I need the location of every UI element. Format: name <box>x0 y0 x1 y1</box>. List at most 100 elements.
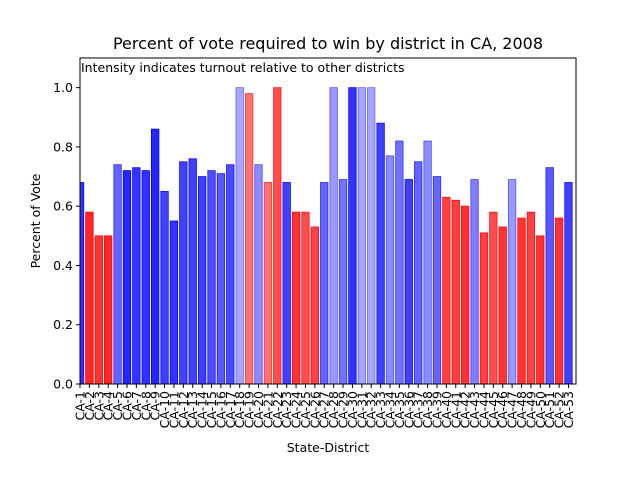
chart-title: Percent of vote required to win by distr… <box>113 34 543 53</box>
bar-ca-43 <box>470 179 479 385</box>
x-tick-label: CA-47 <box>505 391 520 428</box>
bar-ca-51 <box>545 167 554 385</box>
x-tick-label: CA-42 <box>458 391 473 428</box>
x-tick-label: CA-6 <box>119 391 134 421</box>
x-axis-label: State-District <box>287 440 370 455</box>
bar-ca-44 <box>479 232 489 385</box>
bar-ca-19 <box>244 93 254 385</box>
x-tick-label: CA-32 <box>364 391 379 428</box>
bar-ca-27 <box>320 182 329 385</box>
bar-ca-28 <box>329 87 338 385</box>
x-tick-label: CA-27 <box>317 391 332 428</box>
bar-ca-10 <box>160 190 169 385</box>
bar-ca-40 <box>442 196 451 385</box>
x-axis: CA-1CA-2CA-3CA-4CA-5CA-6CA-7CA-8CA-9CA-1… <box>73 384 576 428</box>
bar-ca-38 <box>423 140 432 385</box>
x-tick-label: CA-51 <box>542 391 557 428</box>
y-axis: 0.0 0.2 0.4 0.6 0.8 1.0 <box>53 80 80 392</box>
x-tick-label: CA-1 <box>73 391 88 420</box>
bar-ca-5 <box>113 164 122 385</box>
x-tick-label: CA-16 <box>213 391 228 428</box>
bar-ca-1 <box>79 182 85 385</box>
x-tick-label: CA-18 <box>232 391 247 428</box>
bar-ca-20 <box>254 164 263 385</box>
x-tick-label: CA-33 <box>373 391 388 428</box>
bar-ca-21 <box>263 182 273 385</box>
x-tick-label: CA-29 <box>336 391 351 428</box>
bar-ca-12 <box>179 161 188 385</box>
bar-ca-22 <box>273 87 282 385</box>
bar-ca-49 <box>526 211 536 385</box>
bar-ca-17 <box>226 164 235 385</box>
x-tick-label: CA-23 <box>279 391 294 428</box>
x-tick-label: CA-17 <box>223 391 238 428</box>
bar-ca-18 <box>235 87 244 385</box>
y-tick-label: 1.0 <box>53 80 73 95</box>
y-tick-label: 0.2 <box>53 317 73 332</box>
x-tick-label: CA-38 <box>420 391 435 428</box>
bar-ca-37 <box>414 161 423 385</box>
x-tick-label: CA-48 <box>514 391 529 428</box>
bar-ca-14 <box>197 176 207 385</box>
bar-ca-53 <box>564 182 573 385</box>
bar-ca-36 <box>404 179 413 385</box>
bar-ca-48 <box>517 217 526 385</box>
x-tick-label: CA-40 <box>439 391 454 428</box>
bar-ca-15 <box>207 170 216 385</box>
bar-ca-35 <box>395 140 404 385</box>
bar-ca-24 <box>291 211 301 385</box>
bar-ca-25 <box>301 211 310 385</box>
bar-ca-50 <box>536 235 545 385</box>
x-tick-label: CA-13 <box>185 391 200 428</box>
x-tick-label: CA-31 <box>354 391 369 428</box>
bar-ca-33 <box>376 122 385 385</box>
y-tick-label: 0.0 <box>53 377 73 392</box>
x-tick-label: CA-36 <box>401 391 416 428</box>
x-tick-label: CA-26 <box>307 391 322 428</box>
x-tick-label: CA-2 <box>82 391 97 420</box>
x-tick-label: CA-39 <box>429 391 444 428</box>
x-tick-label: CA-44 <box>476 391 491 428</box>
x-tick-label: CA-15 <box>204 391 219 428</box>
bar-ca-52 <box>554 217 564 385</box>
x-tick-label: CA-8 <box>138 391 153 421</box>
x-tick-label: CA-3 <box>91 391 106 420</box>
x-tick-label: CA-22 <box>270 391 285 428</box>
bar-ca-30 <box>348 87 357 385</box>
y-axis-label: Percent of Vote <box>28 173 43 268</box>
x-tick-label: CA-12 <box>176 391 191 428</box>
bar-ca-13 <box>188 158 197 385</box>
bar-ca-7 <box>132 167 141 385</box>
bar-ca-47 <box>507 179 517 385</box>
x-tick-label: CA-37 <box>411 391 426 428</box>
bar-ca-26 <box>310 226 320 385</box>
x-tick-label: CA-35 <box>392 391 407 428</box>
x-tick-label: CA-24 <box>289 391 304 428</box>
bar-ca-39 <box>432 176 442 385</box>
x-tick-label: CA-43 <box>467 391 482 428</box>
x-tick-label: CA-25 <box>298 391 313 428</box>
x-tick-label: CA-21 <box>260 391 275 428</box>
x-tick-label: CA-11 <box>166 391 181 428</box>
x-tick-label: CA-34 <box>383 391 398 428</box>
bar-ca-16 <box>216 173 226 385</box>
bar-ca-11 <box>169 220 179 385</box>
bar-ca-8 <box>141 170 150 385</box>
bar-ca-34 <box>385 155 395 385</box>
y-tick-label: 0.4 <box>53 258 73 273</box>
bar-ca-45 <box>489 211 498 385</box>
bar-ca-32 <box>367 87 376 385</box>
x-tick-label: CA-5 <box>110 391 125 420</box>
bar-ca-23 <box>282 182 291 385</box>
bar-ca-2 <box>85 211 94 385</box>
bar-ca-4 <box>104 235 113 385</box>
x-tick-label: CA-45 <box>486 391 501 428</box>
bar-ca-9 <box>150 128 160 385</box>
x-tick-label: CA-7 <box>129 391 144 420</box>
x-tick-label: CA-49 <box>523 391 538 428</box>
x-tick-label: CA-30 <box>345 391 360 428</box>
x-tick-label: CA-14 <box>195 391 210 428</box>
x-tick-label: CA-28 <box>326 391 341 428</box>
x-tick-label: CA-52 <box>552 391 567 428</box>
bar-ca-29 <box>338 179 348 385</box>
